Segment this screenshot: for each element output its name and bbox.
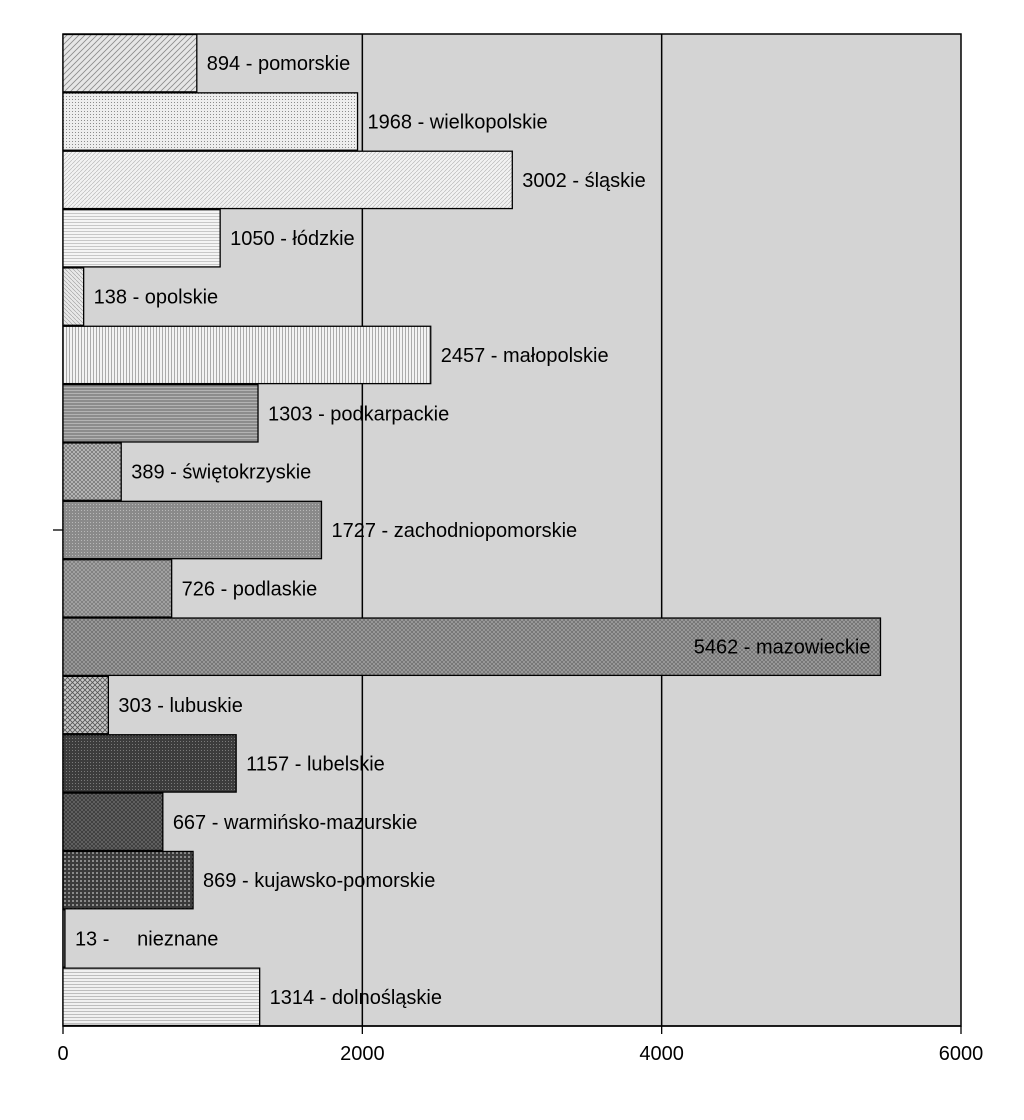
data-label: 13 - nieznane <box>75 928 218 950</box>
bar <box>62 92 359 151</box>
data-label: 1968 - wielkopolskie <box>368 112 548 134</box>
x-tick-label: 2000 <box>340 1043 385 1065</box>
data-label: 2457 - małopolskie <box>441 345 609 367</box>
data-label: 389 - świętokrzyskie <box>131 462 311 484</box>
bar <box>62 734 237 793</box>
bar <box>62 500 323 560</box>
bar <box>62 559 173 618</box>
bar <box>62 325 432 385</box>
bar <box>62 267 85 326</box>
data-label: 1050 - łódzkie <box>230 228 355 250</box>
bar <box>62 150 513 210</box>
data-label: 726 - podlaskie <box>182 578 318 600</box>
data-label: 667 - warmińsko-mazurskie <box>173 812 418 834</box>
data-label: 1727 - zachodniopomorskie <box>331 520 577 542</box>
bar <box>62 33 198 93</box>
data-label: 894 - pomorskie <box>207 53 350 75</box>
data-label: 1157 - lubelskie <box>246 753 385 775</box>
bar <box>62 850 194 910</box>
data-label: 869 - kujawsko-pomorskie <box>203 870 435 892</box>
data-label: 138 - opolskie <box>94 287 219 309</box>
x-tick-label: 6000 <box>939 1043 984 1065</box>
bar <box>62 967 261 1027</box>
bar <box>62 208 221 268</box>
data-label: 5462 - mazowieckie <box>694 637 871 659</box>
data-label: 1314 - dolnośląskie <box>270 987 442 1009</box>
bar <box>62 909 66 968</box>
bars <box>62 33 882 1027</box>
x-tick-label: 4000 <box>639 1043 684 1065</box>
data-label: 303 - lubuskie <box>118 695 243 717</box>
data-label: 3002 - śląskie <box>522 170 645 192</box>
bar <box>62 383 259 443</box>
data-labels: 894 - pomorskie 1968 - wielkopolskie 3002 … <box>75 53 871 1009</box>
bar <box>62 617 882 677</box>
bar <box>62 442 122 501</box>
x-tick-label: 0 <box>57 1043 68 1065</box>
x-axis: 0 2000 4000 6000 <box>53 529 984 1065</box>
bar <box>62 675 109 735</box>
bar <box>62 792 164 852</box>
data-label: 1303 - podkarpackie <box>268 403 449 425</box>
